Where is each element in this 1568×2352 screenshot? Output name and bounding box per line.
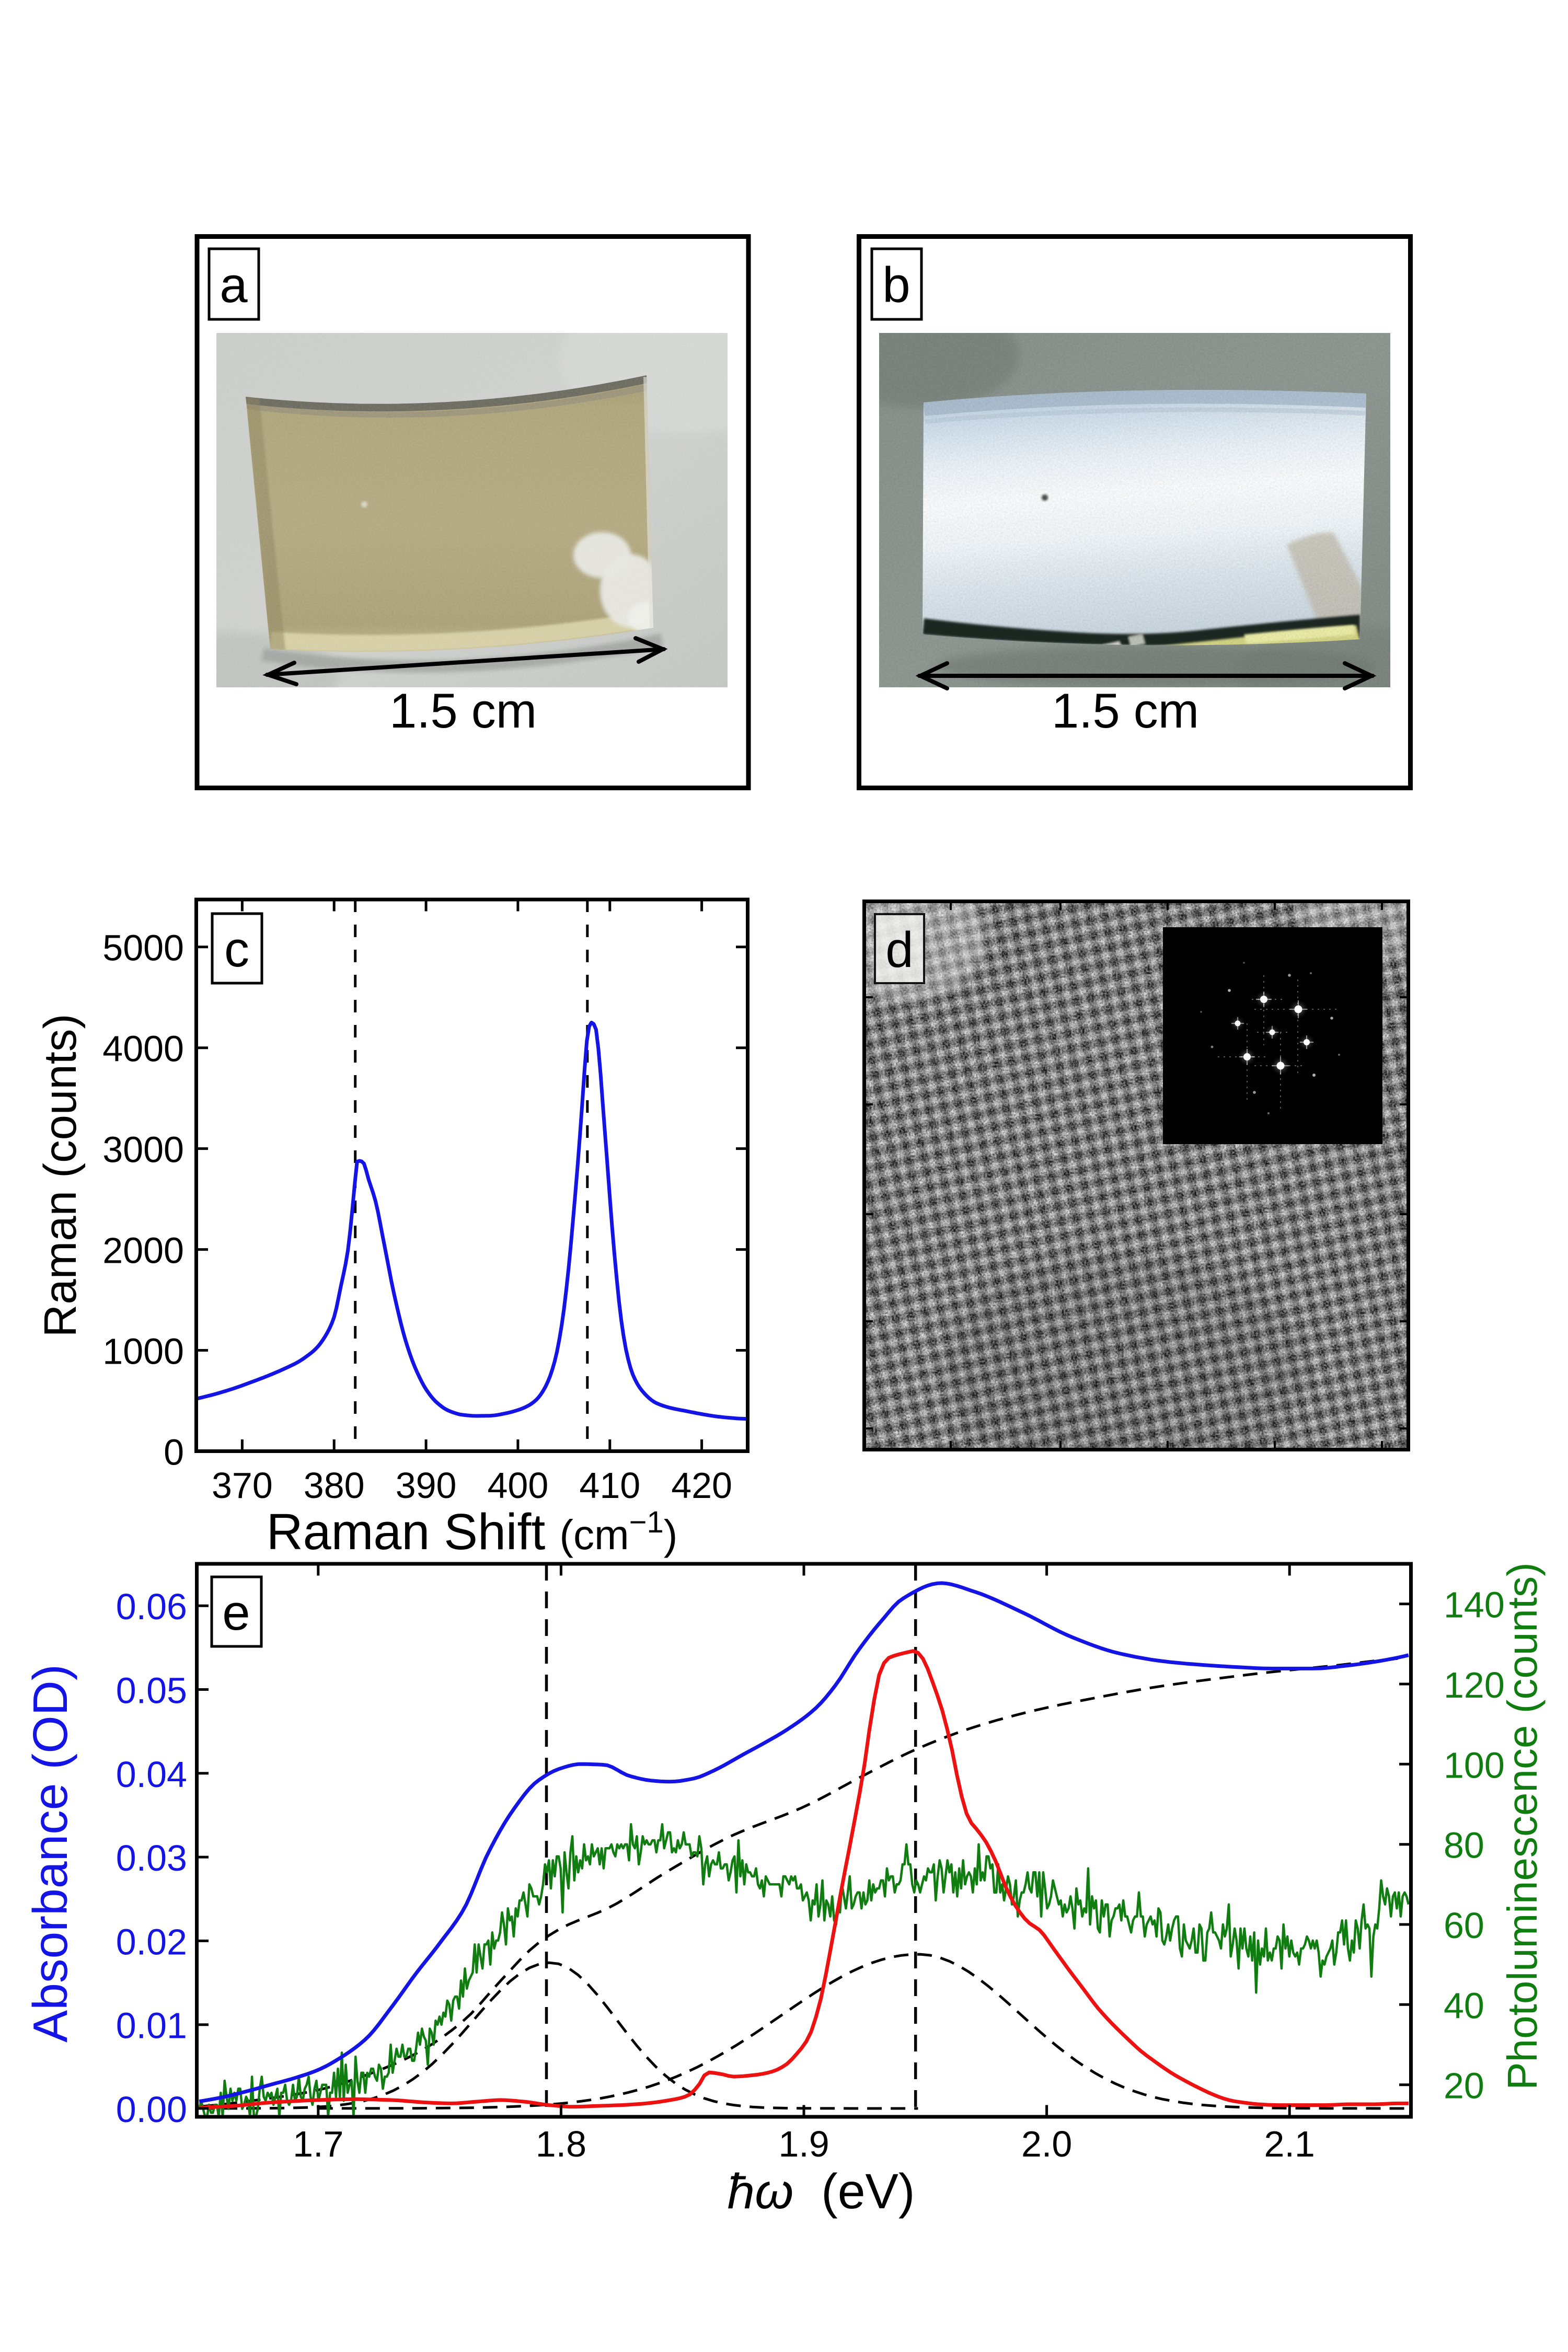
svg-text:140: 140 <box>1444 1585 1505 1625</box>
svg-text:e: e <box>222 1585 250 1641</box>
svg-text:100: 100 <box>1444 1745 1505 1785</box>
svg-text:1.5 cm: 1.5 cm <box>1052 683 1199 738</box>
svg-text:ħω (eV): ħω (eV) <box>727 2164 915 2219</box>
svg-text:4000: 4000 <box>102 1029 184 1069</box>
svg-text:0.00: 0.00 <box>116 2089 187 2130</box>
svg-text:0.05: 0.05 <box>116 1670 187 1711</box>
svg-text:0.06: 0.06 <box>116 1586 187 1627</box>
svg-text:Raman Shift (cm−1): Raman Shift (cm−1) <box>267 1503 678 1560</box>
svg-text:40: 40 <box>1444 1985 1484 2026</box>
svg-text:1.5 cm: 1.5 cm <box>389 683 537 738</box>
svg-text:Raman (counts): Raman (counts) <box>35 1014 86 1338</box>
svg-text:0.01: 0.01 <box>116 2005 187 2046</box>
svg-text:390: 390 <box>396 1465 457 1506</box>
svg-text:2000: 2000 <box>102 1230 184 1271</box>
svg-text:5000: 5000 <box>102 928 184 969</box>
svg-text:1000: 1000 <box>102 1331 184 1372</box>
svg-text:3000: 3000 <box>102 1129 184 1170</box>
svg-text:0.02: 0.02 <box>116 1921 187 1962</box>
svg-text:c: c <box>224 921 249 977</box>
svg-text:370: 370 <box>212 1465 273 1506</box>
svg-text:1.8: 1.8 <box>536 2124 586 2164</box>
svg-text:1.7: 1.7 <box>293 2124 343 2164</box>
svg-text:2.0: 2.0 <box>1021 2124 1072 2164</box>
svg-text:a: a <box>220 257 248 313</box>
svg-text:0: 0 <box>164 1432 184 1473</box>
svg-text:1.9: 1.9 <box>778 2124 829 2164</box>
svg-text:380: 380 <box>304 1465 365 1506</box>
svg-text:Absorbance (OD): Absorbance (OD) <box>23 1664 77 2043</box>
svg-text:d: d <box>885 922 913 978</box>
svg-text:20: 20 <box>1444 2066 1484 2106</box>
svg-text:60: 60 <box>1444 1905 1484 1946</box>
svg-text:420: 420 <box>671 1465 732 1506</box>
svg-text:400: 400 <box>488 1465 549 1506</box>
svg-text:410: 410 <box>579 1465 640 1506</box>
svg-text:0.03: 0.03 <box>116 1838 187 1878</box>
svg-text:120: 120 <box>1444 1665 1505 1705</box>
svg-text:b: b <box>882 257 910 313</box>
svg-text:Photoluminescence (counts): Photoluminescence (counts) <box>1499 1562 1546 2090</box>
svg-text:2.1: 2.1 <box>1264 2124 1315 2164</box>
svg-text:0.04: 0.04 <box>116 1754 187 1795</box>
svg-text:80: 80 <box>1444 1825 1484 1866</box>
